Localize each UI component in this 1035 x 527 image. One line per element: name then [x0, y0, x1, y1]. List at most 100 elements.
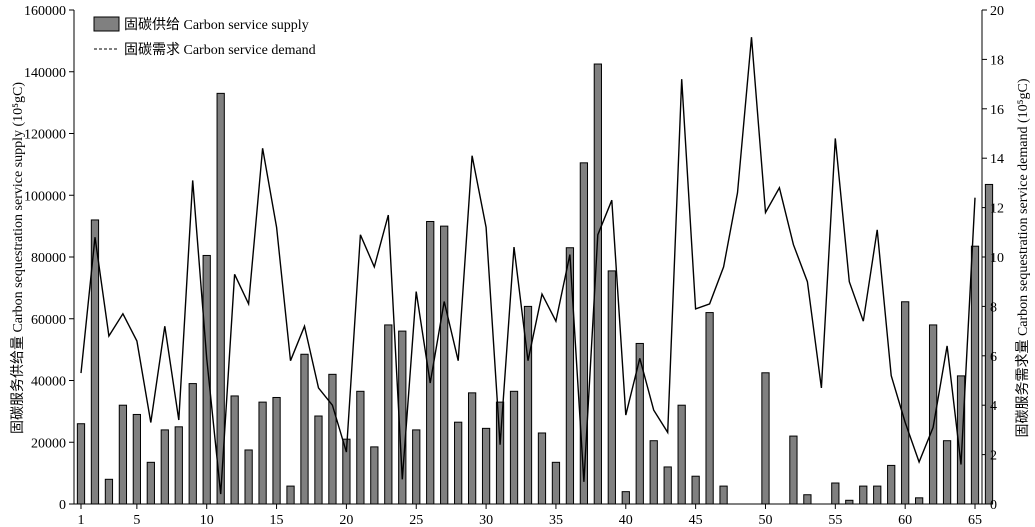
supply-bar [370, 446, 379, 505]
x-tick-label: 50 [758, 513, 772, 527]
supply-bar [803, 494, 812, 505]
supply-bar [314, 415, 323, 505]
supply-bar [523, 305, 533, 505]
right-tick-label: 4 [990, 399, 997, 414]
supply-bar [118, 404, 128, 505]
supply-bar [356, 390, 365, 505]
x-tick-label: 1 [77, 513, 84, 527]
supply-bar [677, 404, 686, 505]
supply-bar [705, 312, 714, 505]
supply-bar [384, 324, 393, 505]
supply-bar [635, 342, 644, 505]
supply-bar [132, 413, 141, 505]
supply-bar [272, 396, 281, 505]
x-tick-label: 40 [619, 513, 633, 527]
supply-bar [873, 485, 882, 505]
x-tick-label: 15 [270, 513, 284, 527]
supply-bar [887, 464, 896, 505]
x-tick-label: 45 [689, 513, 703, 527]
right-tick-label: 16 [990, 103, 1004, 118]
supply-bar [593, 63, 602, 505]
right-tick-label: 14 [990, 152, 1004, 167]
supply-bar [328, 373, 337, 505]
x-tick-label: 55 [828, 513, 842, 527]
supply-bar [621, 491, 630, 505]
left-tick-label: 20000 [31, 436, 66, 451]
supply-bar [984, 183, 994, 505]
legend-bar-swatch [93, 16, 120, 32]
right-tick-label: 12 [990, 202, 1004, 217]
supply-bar [202, 254, 211, 505]
supply-bar [495, 401, 505, 505]
supply-bar [663, 466, 672, 505]
supply-bar [691, 475, 700, 505]
supply-bar [90, 219, 100, 505]
supply-bar [454, 421, 463, 505]
supply-bar [859, 485, 868, 505]
x-tick-label: 35 [549, 513, 563, 527]
supply-bar [188, 383, 197, 505]
right-tick-label: 8 [990, 300, 997, 315]
supply-bar [104, 478, 114, 505]
x-tick-label: 25 [409, 513, 423, 527]
supply-bar [537, 432, 547, 505]
supply-bar [509, 390, 519, 505]
supply-bar [649, 440, 658, 505]
supply-bar [845, 499, 854, 505]
supply-bar [915, 497, 924, 505]
supply-bar [258, 401, 267, 505]
left-tick-label: 80000 [31, 251, 66, 266]
supply-bar [928, 324, 938, 505]
supply-bar [607, 270, 616, 505]
left-axis-label: 固碳服务供给量 Carbon sequestration service sup… [10, 82, 26, 434]
supply-bar [174, 426, 183, 505]
legend: 固碳供给 Carbon service supply 固碳需求 Carbon s… [93, 16, 316, 58]
right-axis-label: 固碳服务需求量 Carbon sequestration service dem… [1015, 78, 1031, 437]
supply-bar [970, 245, 980, 505]
supply-bar [942, 440, 952, 505]
right-tick-label: 2 [990, 449, 997, 464]
demand-line [80, 37, 976, 495]
x-tick-label: 5 [133, 513, 140, 527]
legend-line-label: 固碳需求 Carbon service demand [124, 42, 316, 58]
supply-bar [579, 162, 589, 505]
x-tick-label: 60 [898, 513, 912, 527]
supply-bar [901, 301, 910, 505]
supply-bar [467, 392, 477, 505]
supply-bars [76, 63, 994, 505]
supply-bar [551, 461, 561, 505]
right-tick-label: 10 [990, 251, 1004, 266]
demand-line-layer [80, 37, 976, 495]
supply-bar [761, 372, 770, 505]
supply-bar [230, 395, 239, 505]
x-tick-label: 20 [339, 513, 353, 527]
supply-bar [956, 375, 966, 505]
supply-bar [412, 429, 421, 505]
right-tick-label: 0 [990, 498, 997, 513]
supply-bar [244, 449, 253, 505]
x-tick-label: 10 [200, 513, 214, 527]
left-tick-label: 160000 [24, 4, 66, 19]
supply-bar [440, 225, 449, 505]
right-tick-label: 6 [990, 350, 997, 365]
supply-bar [216, 92, 225, 505]
left-tick-label: 40000 [31, 375, 66, 390]
supply-bar [286, 485, 295, 505]
left-tick-label: 120000 [24, 128, 66, 143]
supply-bar [76, 423, 86, 505]
left-tick-label: 100000 [24, 189, 66, 204]
supply-bar [719, 485, 728, 505]
supply-bar [146, 461, 155, 505]
supply-bar [160, 429, 169, 505]
left-tick-label: 140000 [24, 66, 66, 81]
tick-labels-layer: 0 20000 40000 60000 80000 100000 120000 140000 1… [24, 4, 1004, 527]
legend-bar-label: 固碳供给 Carbon service supply [124, 17, 309, 33]
supply-bar [300, 353, 309, 505]
supply-bar [481, 427, 491, 505]
left-tick-label: 0 [59, 498, 66, 513]
x-tick-label: 30 [479, 513, 493, 527]
x-tick-label: 65 [968, 513, 982, 527]
left-tick-label: 60000 [31, 313, 66, 328]
supply-bar [342, 438, 351, 505]
